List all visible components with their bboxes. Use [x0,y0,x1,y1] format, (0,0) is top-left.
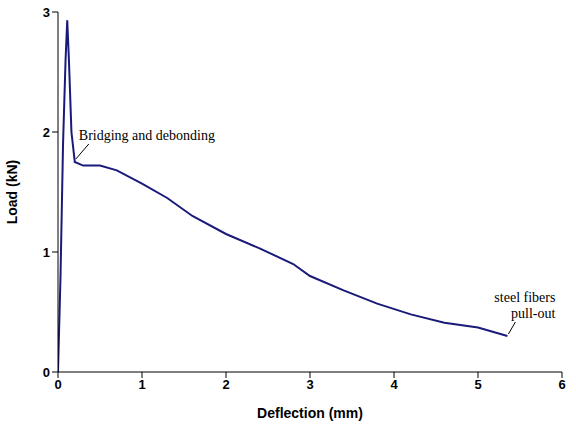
svg-text:2: 2 [222,377,229,392]
svg-text:Load (kN): Load (kN) [4,160,20,225]
svg-text:0: 0 [54,377,61,392]
svg-text:2: 2 [43,125,50,140]
svg-text:3: 3 [43,5,50,20]
svg-text:5: 5 [474,377,481,392]
svg-text:Bridging and debonding: Bridging and debonding [79,128,215,143]
svg-text:6: 6 [558,377,565,392]
svg-text:1: 1 [138,377,145,392]
svg-text:4: 4 [390,377,398,392]
svg-text:Deflection (mm): Deflection (mm) [257,405,363,421]
svg-text:0: 0 [43,365,50,380]
svg-text:1: 1 [43,245,50,260]
svg-text:steel fiberspull-out: steel fiberspull-out [494,290,555,321]
svg-text:3: 3 [306,377,313,392]
